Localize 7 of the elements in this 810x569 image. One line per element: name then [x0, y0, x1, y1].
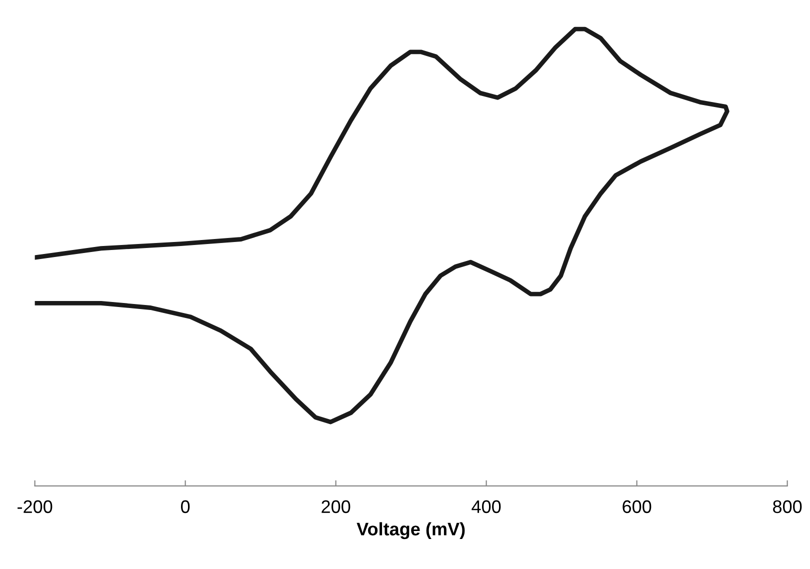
- x-tick-label: -200: [18, 500, 52, 514]
- x-tick-label: 0: [181, 500, 190, 514]
- x-tick-label: 200: [322, 500, 350, 514]
- x-tick-label: 400: [472, 500, 501, 514]
- x-tick-label: 800: [773, 500, 802, 514]
- x-tick-label: 600: [622, 500, 652, 514]
- x-axis-title: Voltage (mV): [356, 522, 465, 540]
